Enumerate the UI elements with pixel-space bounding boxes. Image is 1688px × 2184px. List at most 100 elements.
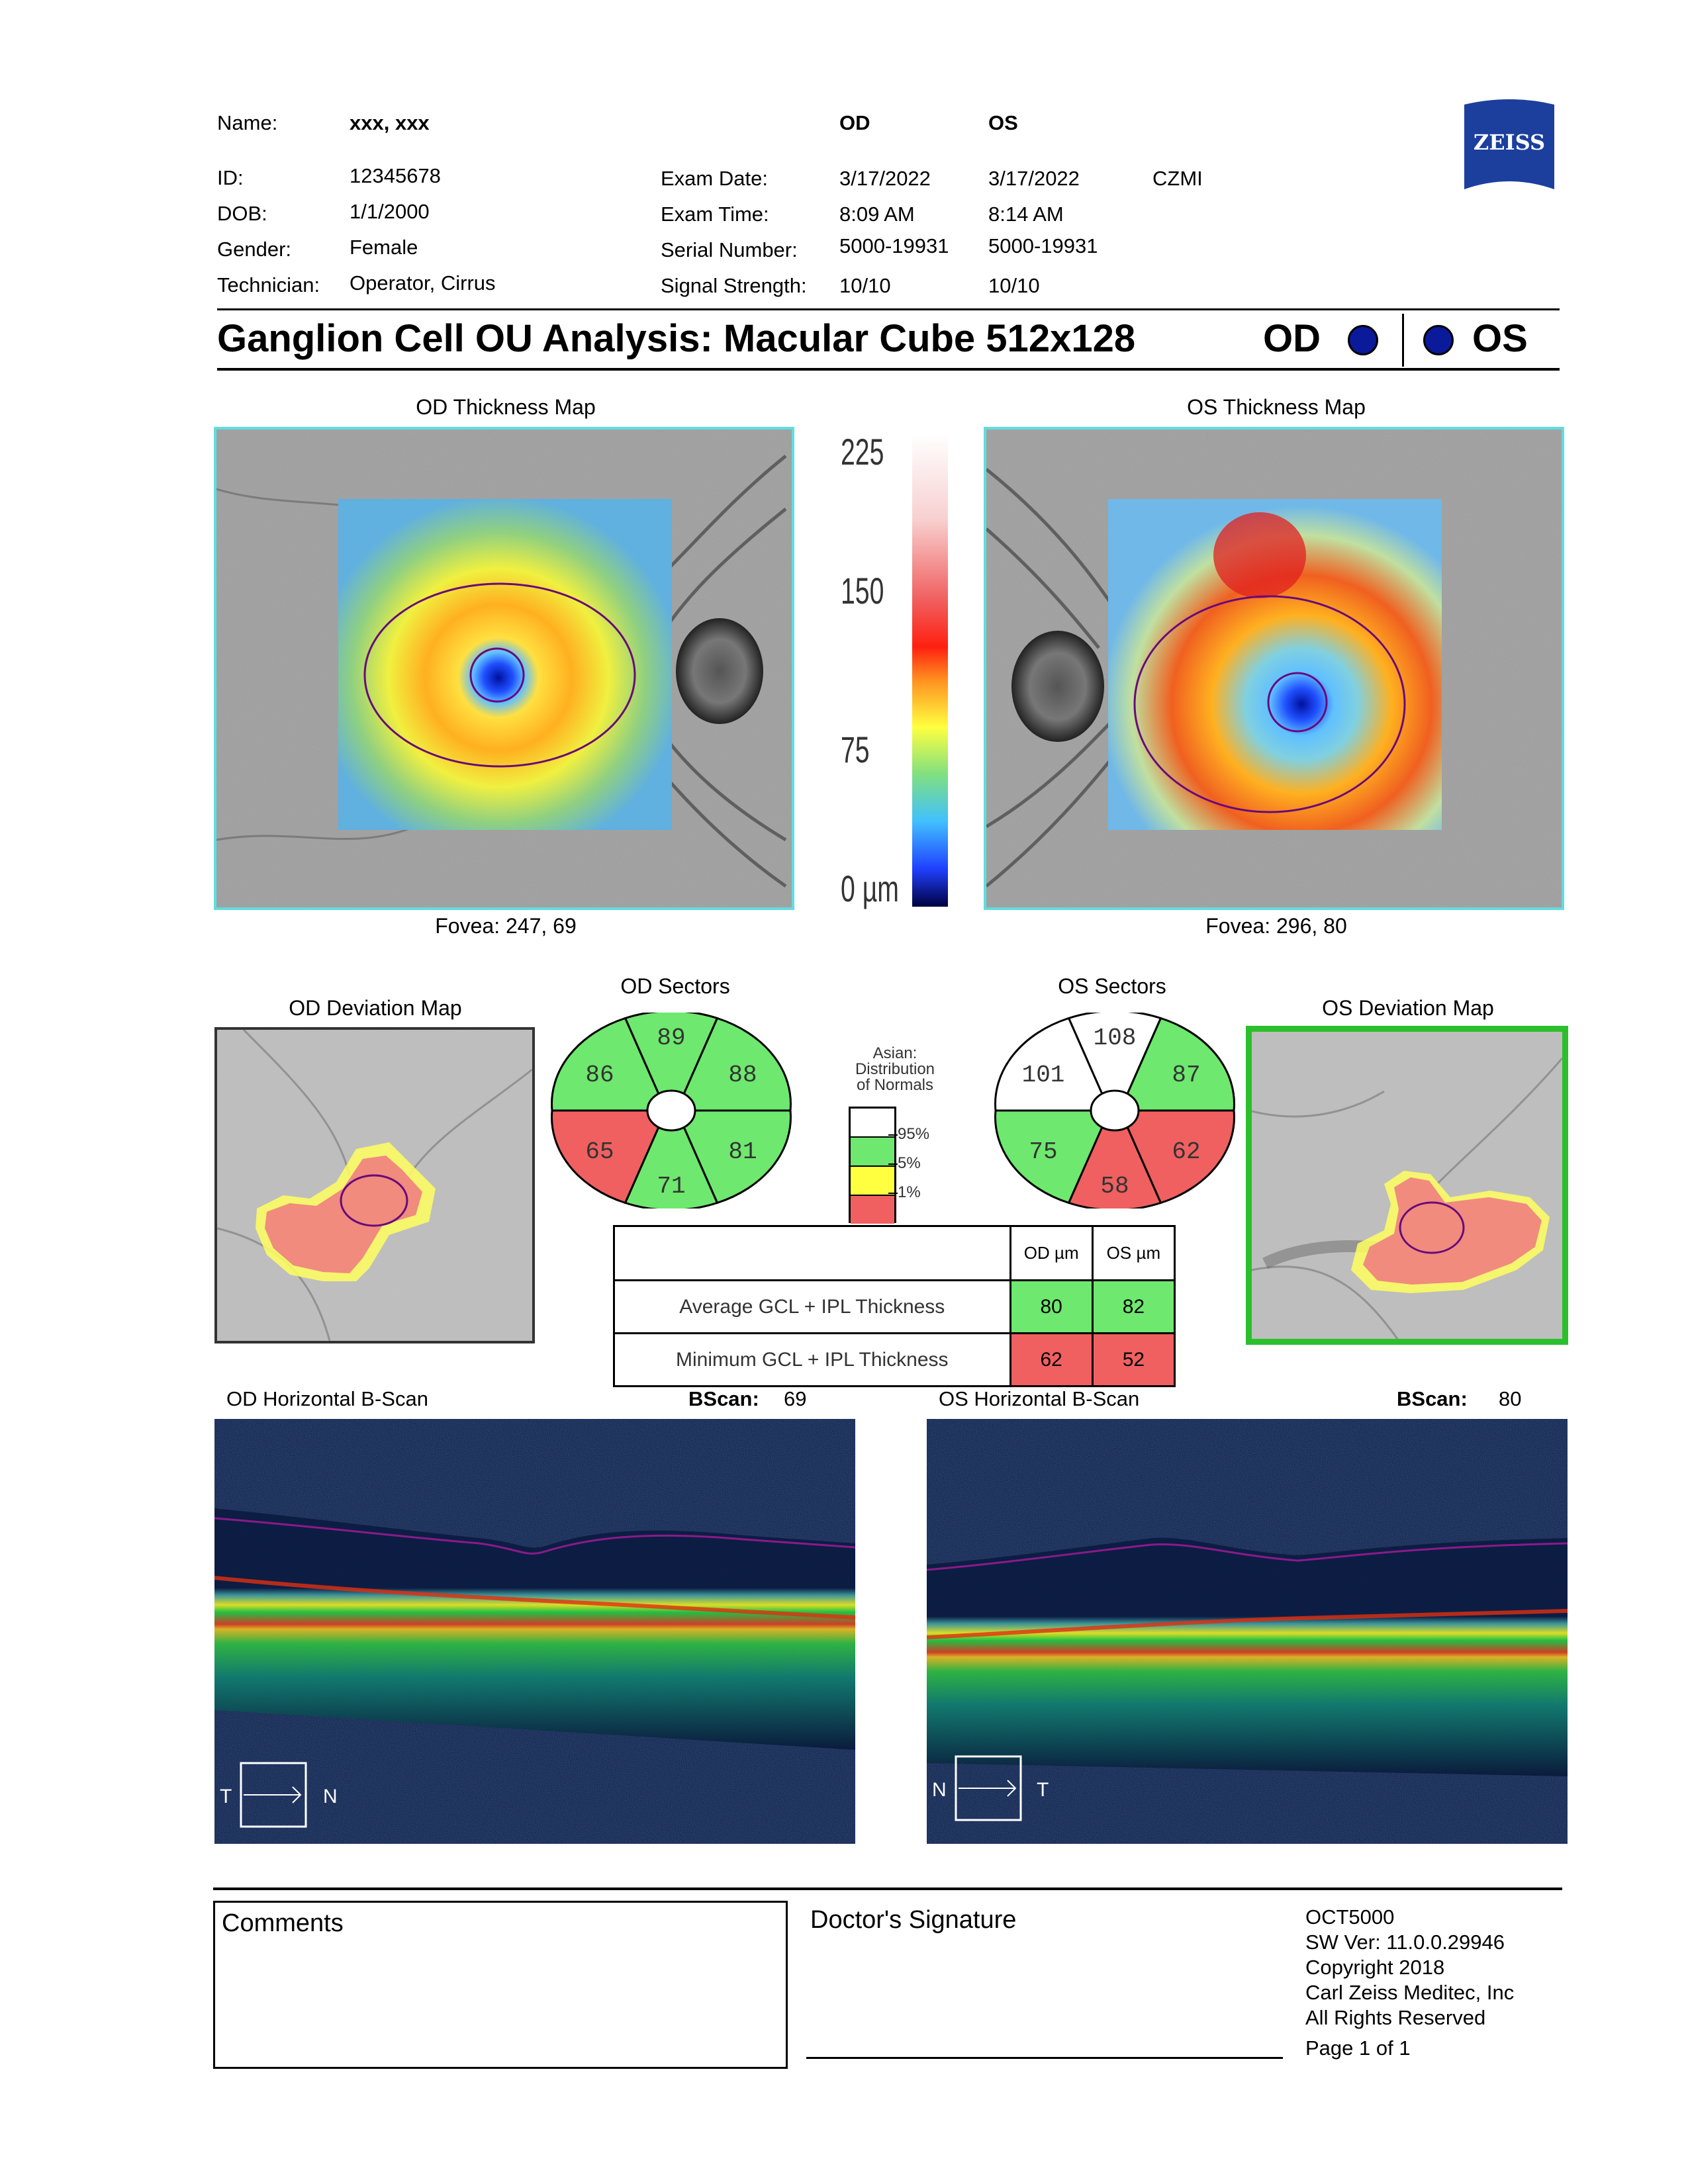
thickness-colorbar: 225 150 75 0 µm [825,430,899,909]
od-bscan-title: OD Horizontal B-Scan [226,1387,428,1410]
od-sectors-title: OD Sectors [620,974,730,998]
exam-date-os: 3/17/2022 [988,167,1080,190]
od-thickness-map [214,427,794,910]
avg-thickness-label: Average GCL + IPL Thickness [613,1279,1011,1334]
software-info: OCT5000 SW Ver: 11.0.0.29946 Copyright 2… [1305,1905,1514,2061]
dob-value: 1/1/2000 [350,200,430,223]
os-sector-upper-left-value: 101 [1022,1062,1065,1089]
report-title: Ganglion Cell OU Analysis: Macular Cube … [217,317,1136,360]
od-sectors-chart: 89 88 81 71 65 86 [547,1010,796,1211]
exam-time-os: 8:14 AM [988,203,1064,226]
exam-date-label: Exam Date: [661,167,768,190]
os-bscan-left-direction: N [932,1779,947,1801]
rights-reserved: All Rights Reserved [1305,2006,1486,2029]
od-column-header: OD [839,111,870,134]
gender-value: Female [350,236,418,259]
os-sector-bottom-value: 58 [1100,1173,1129,1200]
normals-legend-swatches [849,1107,896,1224]
technician-value: Operator, Cirrus [350,271,496,295]
od-sector-upper-right-value: 88 [728,1062,757,1089]
comments-label: Comments [222,1909,344,1937]
os-deviation-map-title: OS Deviation Map [1322,996,1494,1020]
os-horizontal-bscan: N T [927,1419,1568,1844]
os-sector-top-value: 108 [1094,1024,1137,1052]
company-name: Carl Zeiss Meditec, Inc [1305,1981,1515,2004]
min-thickness-od: 62 [1009,1332,1094,1387]
doctor-signature-label: Doctor's Signature [810,1906,1017,1934]
od-bscan-left-direction: T [220,1786,232,1807]
os-bscan-label: BScan: [1397,1387,1468,1410]
colorbar-label-0: 0 µm [841,868,899,909]
table-header-os: OS µm [1091,1225,1176,1281]
site-code: CZMI [1152,167,1203,190]
exam-time-label: Exam Time: [661,203,769,226]
legend-label-5: 5% [898,1154,921,1172]
technician-label: Technician: [217,273,320,296]
gender-label: Gender: [217,238,292,261]
signature-line[interactable] [806,2057,1283,2059]
od-thickness-map-title: OD Thickness Map [416,395,596,419]
colorbar-label-225: 225 [841,431,884,473]
os-bscan-number: 80 [1499,1387,1522,1410]
normals-legend-title: Asian: Distribution of Normals [855,1044,935,1094]
avg-thickness-os: 82 [1091,1279,1176,1334]
colorbar-label-150: 150 [841,570,884,612]
os-thickness-map [984,427,1564,910]
serial-label: Serial Number: [661,238,798,261]
exam-time-od: 8:09 AM [839,203,915,226]
exam-date-od: 3/17/2022 [839,167,931,190]
page-number: Page 1 of 1 [1305,2036,1411,2060]
copyright-year: Copyright 2018 [1305,1956,1445,1979]
svg-text:ZEISS: ZEISS [1474,130,1545,155]
min-thickness-label: Minimum GCL + IPL Thickness [613,1332,1011,1387]
name-value: xxx, xxx [350,111,430,134]
legend-swatch-yellow [851,1167,894,1196]
gcl-ipl-table: OD µm OS µm Average GCL + IPL Thickness … [613,1225,1176,1387]
zeiss-logo: ZEISS [1464,99,1554,189]
os-column-header: OS [988,111,1018,134]
device-model: OCT5000 [1305,1905,1395,1929]
od-sector-upper-left-value: 86 [585,1062,614,1089]
os-fovea: Fovea: 296, 80 [1205,914,1347,938]
title-os: OS [1472,317,1528,360]
avg-thickness-od: 80 [1009,1279,1094,1334]
os-thickness-map-title: OS Thickness Map [1187,395,1366,419]
od-eye-dot-icon [1348,325,1378,355]
od-bscan-right-direction: N [323,1786,338,1807]
name-label: Name: [217,111,278,134]
od-fovea: Fovea: 247, 69 [435,914,577,938]
dob-label: DOB: [217,202,267,225]
os-sectors-title: OS Sectors [1058,974,1166,998]
od-sector-bottom-value: 71 [657,1173,685,1200]
os-sector-lower-left-value: 75 [1029,1138,1057,1165]
od-bscan-number: 69 [784,1387,807,1410]
id-label: ID: [217,166,244,189]
legend-label-95: 95% [898,1125,930,1143]
od-deviation-map [214,1027,535,1343]
os-sectors-chart: 108 87 62 58 75 101 [990,1010,1239,1211]
legend-label-1: 1% [898,1183,921,1201]
comments-box[interactable]: Comments [213,1901,788,2069]
colorbar-label-75: 75 [841,729,870,770]
signal-os: 10/10 [988,274,1040,297]
min-thickness-os: 52 [1091,1332,1176,1387]
legend-swatch-green [851,1138,894,1167]
os-bscan-right-direction: T [1037,1779,1049,1801]
od-sector-lower-right-value: 81 [728,1138,757,1165]
legend-swatch-white [851,1109,894,1138]
od-sector-top-value: 89 [657,1024,685,1052]
os-deviation-map [1246,1026,1568,1345]
serial-os: 5000-19931 [988,234,1098,257]
table-header-od: OD µm [1009,1225,1094,1281]
od-deviation-map-title: OD Deviation Map [289,996,462,1020]
os-eye-dot-icon [1423,325,1454,355]
os-bscan-title: OS Horizontal B-Scan [939,1387,1140,1410]
colorbar-gradient [912,434,948,907]
signal-label: Signal Strength: [661,274,807,297]
title-od: OD [1263,317,1321,360]
software-version: SW Ver: 11.0.0.29946 [1305,1931,1505,1954]
os-sector-lower-right-value: 62 [1172,1138,1200,1165]
od-horizontal-bscan: T N [214,1419,855,1844]
legend-swatch-red [851,1196,894,1224]
os-sector-upper-right-value: 87 [1172,1062,1200,1089]
